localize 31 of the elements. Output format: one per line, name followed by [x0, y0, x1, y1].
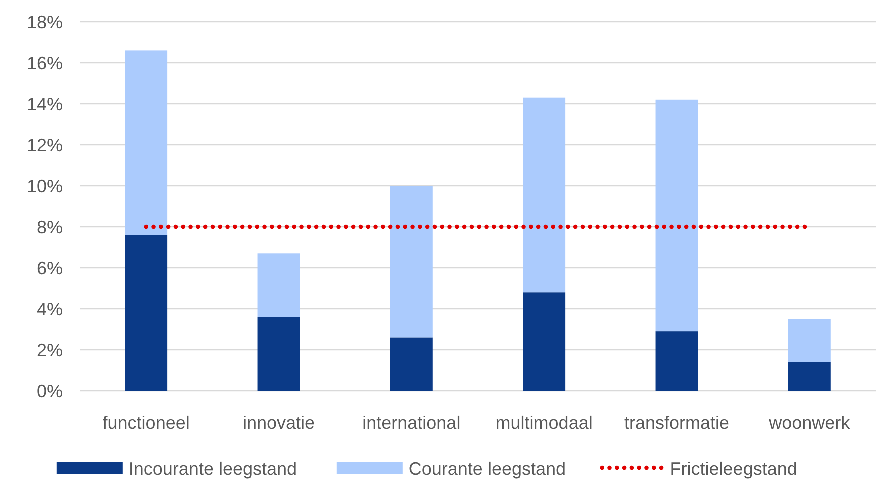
x-tick-label: woonwerk — [768, 413, 852, 433]
bar — [788, 319, 831, 362]
bar — [390, 186, 433, 338]
y-tick-label: 10% — [26, 176, 63, 196]
legend-label: Incourante leegstand — [128, 459, 298, 479]
x-tick-label: multimodaal — [496, 413, 593, 433]
legend-label: Courante leegstand — [408, 459, 566, 479]
y-tick-label: 14% — [26, 94, 63, 114]
bar — [258, 317, 300, 391]
x-tick-label: international — [362, 413, 461, 433]
bar — [390, 338, 433, 391]
x-tick-label: innovatie — [242, 413, 316, 433]
x-tick-label: functioneel — [102, 413, 190, 433]
bar — [656, 332, 698, 391]
x-tick-label: transformatie — [624, 413, 730, 433]
bar — [788, 362, 831, 391]
bar — [523, 292, 566, 391]
bar — [523, 98, 566, 293]
bar — [258, 254, 300, 318]
bar — [125, 50, 168, 236]
y-tick-label: 12% — [26, 135, 63, 156]
y-tick-label: 16% — [26, 53, 63, 74]
y-tick-label: 0% — [36, 381, 63, 402]
y-tick-label: 6% — [36, 258, 63, 278]
y-tick-label: 2% — [36, 340, 63, 360]
y-tick-label: 18% — [26, 12, 63, 32]
bar — [125, 235, 168, 391]
legend-label: Frictieleegstand — [670, 459, 798, 479]
bar — [656, 100, 698, 332]
y-tick-label: 4% — [36, 299, 63, 320]
y-tick-label: 8% — [36, 217, 63, 238]
